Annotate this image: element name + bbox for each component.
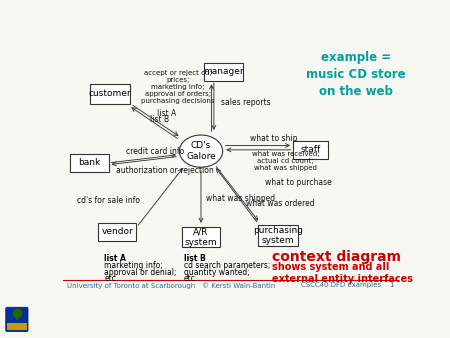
Text: customer: customer [89, 90, 131, 98]
Text: example =
music CD store
on the web: example = music CD store on the web [306, 51, 406, 98]
Text: etc.: etc. [184, 274, 198, 283]
Text: staff: staff [301, 145, 321, 154]
FancyBboxPatch shape [293, 141, 328, 159]
Text: what was ordered: what was ordered [246, 199, 315, 208]
Text: what was shipped: what was shipped [206, 194, 274, 202]
FancyBboxPatch shape [182, 227, 220, 247]
Text: list B: list B [150, 115, 170, 124]
Text: shows system and all
external entity interfaces: shows system and all external entity int… [273, 262, 414, 284]
Text: vendor: vendor [101, 227, 133, 236]
Text: authorization or rejection: authorization or rejection [116, 166, 213, 175]
Text: quantity wanted;: quantity wanted; [184, 267, 249, 276]
Text: marketing info;: marketing info; [104, 261, 163, 270]
Text: list A: list A [158, 110, 177, 118]
FancyBboxPatch shape [258, 225, 298, 246]
Text: sales reports: sales reports [221, 98, 270, 107]
Circle shape [180, 135, 223, 167]
Text: manager: manager [203, 67, 244, 76]
Text: CD's
Galore: CD's Galore [186, 142, 216, 161]
Text: purchasing
system: purchasing system [253, 226, 303, 245]
Text: University of Toronto at Scarborough   © Kersti Wain-Bantin: University of Toronto at Scarborough © K… [67, 282, 275, 289]
Text: what to purchase: what to purchase [265, 178, 332, 187]
FancyBboxPatch shape [6, 307, 28, 332]
Text: list A: list A [104, 255, 126, 264]
FancyBboxPatch shape [7, 323, 27, 330]
FancyBboxPatch shape [90, 84, 130, 104]
Text: cd search parameters;: cd search parameters; [184, 261, 270, 270]
Text: bank: bank [78, 159, 100, 167]
Text: approval or denial;: approval or denial; [104, 267, 177, 276]
Text: CSCC40 DFD examples    1: CSCC40 DFD examples 1 [301, 282, 395, 288]
Text: context diagram: context diagram [273, 250, 401, 264]
FancyBboxPatch shape [98, 223, 136, 241]
Text: list B: list B [184, 255, 205, 264]
Text: A/R
system: A/R system [184, 227, 217, 247]
Text: cd's for sale info: cd's for sale info [77, 196, 140, 205]
FancyBboxPatch shape [204, 63, 243, 81]
Text: accept or reject cd;
prices;
marketing info;
approval of orders;
purchasing deci: accept or reject cd; prices; marketing i… [141, 70, 214, 104]
FancyBboxPatch shape [70, 154, 108, 172]
Text: what to ship: what to ship [250, 135, 297, 143]
Text: what was received;
actual cd count;
what was shipped: what was received; actual cd count; what… [252, 151, 319, 171]
Text: credit card info: credit card info [126, 147, 184, 155]
Text: etc.: etc. [104, 274, 119, 283]
